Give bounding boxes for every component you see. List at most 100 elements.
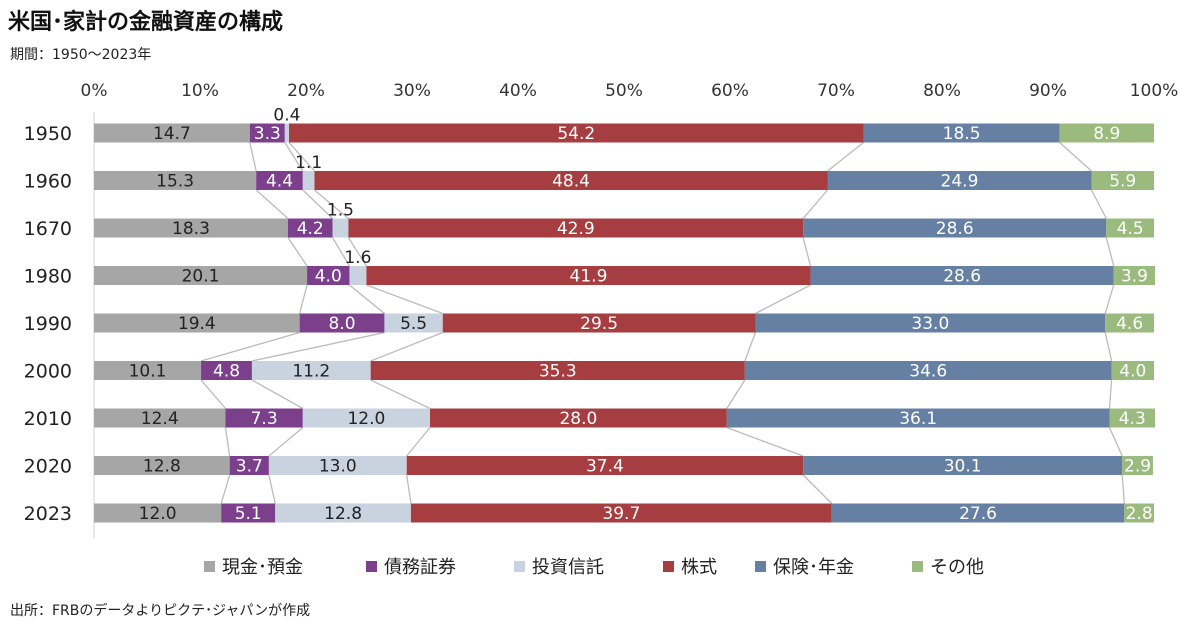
bar-segment [94,266,308,285]
bar-segment [406,456,804,475]
connector-line [314,189,349,219]
data-label: 36.1 [899,409,937,429]
data-label: 5.5 [400,314,427,334]
data-label: 2.8 [1126,504,1153,524]
bar-segment [1124,503,1154,523]
legend-label: 現金･預金 [222,557,303,578]
bar-segment [225,408,303,428]
data-label: 41.9 [570,267,608,287]
category-label: 2023 [24,503,72,525]
data-label: 14.7 [153,124,191,144]
bar-segment [1091,171,1154,190]
data-label: 1.6 [344,248,371,268]
legend-swatch [366,561,377,572]
x-tick-label: 100% [1130,81,1179,101]
data-label: 4.2 [297,219,324,239]
connector-line [1105,237,1115,267]
legend-swatch [204,561,215,572]
connector-line [287,237,308,267]
bar-segment [94,218,288,238]
bar-segment [726,408,1110,428]
bar-segment [94,503,222,523]
connector-lines [200,141,1125,504]
x-tick-label: 60% [711,81,749,101]
data-label: 30.1 [944,457,982,477]
legend-swatch [514,561,525,572]
data-label: 28.6 [936,219,974,239]
x-tick-label: 0% [81,81,108,101]
bar-segment [287,218,333,238]
connector-line [200,379,226,409]
data-label: 8.9 [1093,124,1120,144]
bar-segment [744,361,1112,380]
bar-segment [94,408,226,428]
legend-swatch [912,561,923,572]
category-label: 1950 [24,123,72,145]
data-label: 29.5 [580,314,618,334]
connector-line [220,474,231,504]
bar-segment [803,218,1107,238]
bar-segment [803,456,1123,475]
chart-title: 米国･家計の金融資産の構成 [8,10,284,35]
data-label: 5.1 [235,504,262,524]
bar-segment [1105,313,1154,333]
bar-segment [348,218,804,238]
connector-line [331,237,351,267]
category-label: 1980 [24,266,72,288]
bar-segment [366,266,811,285]
category-label: 2010 [24,408,72,430]
data-label: 4.0 [1119,362,1146,382]
data-label: 8.0 [329,314,356,334]
category-label: 2000 [24,361,72,383]
bar-segment [299,313,385,333]
bar-segment [755,313,1106,333]
connector-line [349,284,385,315]
bar-segment [307,266,350,285]
bar-segment [249,123,285,143]
data-label: 4.6 [1116,314,1143,334]
bar-segment [229,456,269,475]
category-label: 1990 [24,313,72,335]
legend-swatch [755,561,766,572]
bar-segment [384,313,443,333]
bar-segment [349,266,367,285]
data-label: 28.6 [943,267,981,287]
connector-line [726,426,804,457]
bar-segment [284,123,290,143]
bar-segment [831,503,1125,523]
data-label: 10.1 [129,362,167,382]
bar-segment [94,123,250,143]
connector-line [1104,284,1115,314]
connector-line [802,189,829,219]
x-tick-label: 70% [817,81,855,101]
connector-line [1108,427,1123,457]
legend-label: 投資信託 [532,557,604,578]
connector-line [1090,189,1107,219]
connector-line [1108,379,1113,409]
data-label: 27.6 [959,504,997,524]
bar-segment [442,313,756,333]
legend-label: 債務証券 [384,557,456,578]
connector-line [200,331,300,362]
data-label: 1.1 [295,153,322,173]
data-label: 18.5 [943,124,981,144]
bar-segment [302,171,315,190]
bar-segment [410,503,832,523]
category-label: 1670 [24,218,72,240]
data-label: 39.7 [602,504,640,524]
data-label: 37.4 [586,457,624,477]
bar-segment [1111,361,1154,380]
connector-line [802,237,812,267]
bar-segment [314,171,828,190]
bar-segment [430,408,727,428]
bar-segment [268,456,407,475]
connector-line [406,474,412,504]
data-label: 18.3 [172,219,210,239]
data-label: 20.1 [182,267,220,287]
bar-segment [251,361,371,380]
connector-line [249,142,257,172]
x-tick-label: 50% [605,81,643,101]
bar-segment [94,171,257,190]
data-label: 28.0 [559,409,597,429]
bar-segment [1113,266,1156,285]
